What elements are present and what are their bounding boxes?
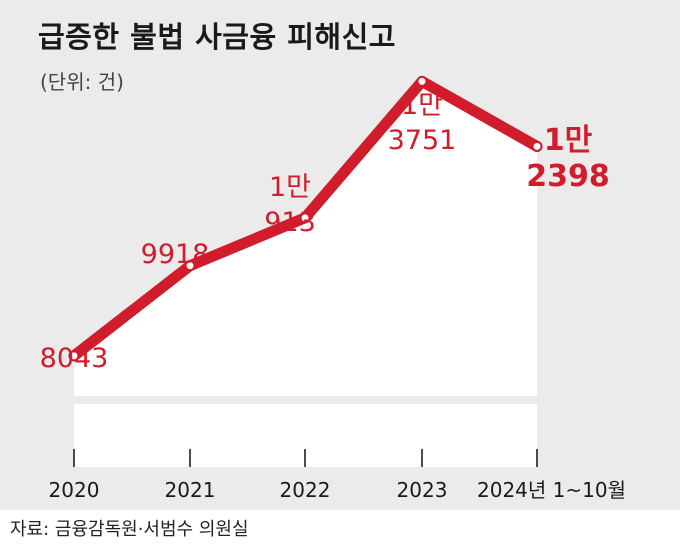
data-point bbox=[68, 350, 80, 362]
source-note: 자료: 금융감독원·서범수 의원실 bbox=[10, 519, 249, 540]
data-label: 8043 bbox=[40, 343, 109, 374]
data-label: 913 bbox=[264, 207, 316, 238]
chart-title: 급증한 불법 사금융 피해신고 bbox=[38, 20, 396, 54]
x-tick-label: 2023 bbox=[397, 478, 448, 502]
x-tick-label: 2024년 1~10월 bbox=[477, 478, 626, 502]
data-label: 1만 bbox=[544, 123, 593, 158]
data-label: 9918 bbox=[141, 239, 210, 270]
data-label: 1만 bbox=[401, 90, 443, 121]
data-point bbox=[184, 260, 196, 272]
data-label: 1만 bbox=[269, 172, 311, 203]
x-tick-label: 2020 bbox=[49, 478, 100, 502]
axis-break bbox=[74, 396, 537, 404]
data-point bbox=[531, 140, 543, 152]
x-tick-label: 2021 bbox=[165, 478, 216, 502]
area-fill bbox=[74, 81, 537, 467]
data-label: 2398 bbox=[526, 159, 610, 194]
data-point bbox=[416, 75, 428, 87]
x-tick-label: 2022 bbox=[280, 478, 331, 502]
data-point bbox=[299, 212, 311, 224]
data-label: 3751 bbox=[388, 125, 457, 156]
unit-note: (단위: 건) bbox=[40, 70, 124, 94]
